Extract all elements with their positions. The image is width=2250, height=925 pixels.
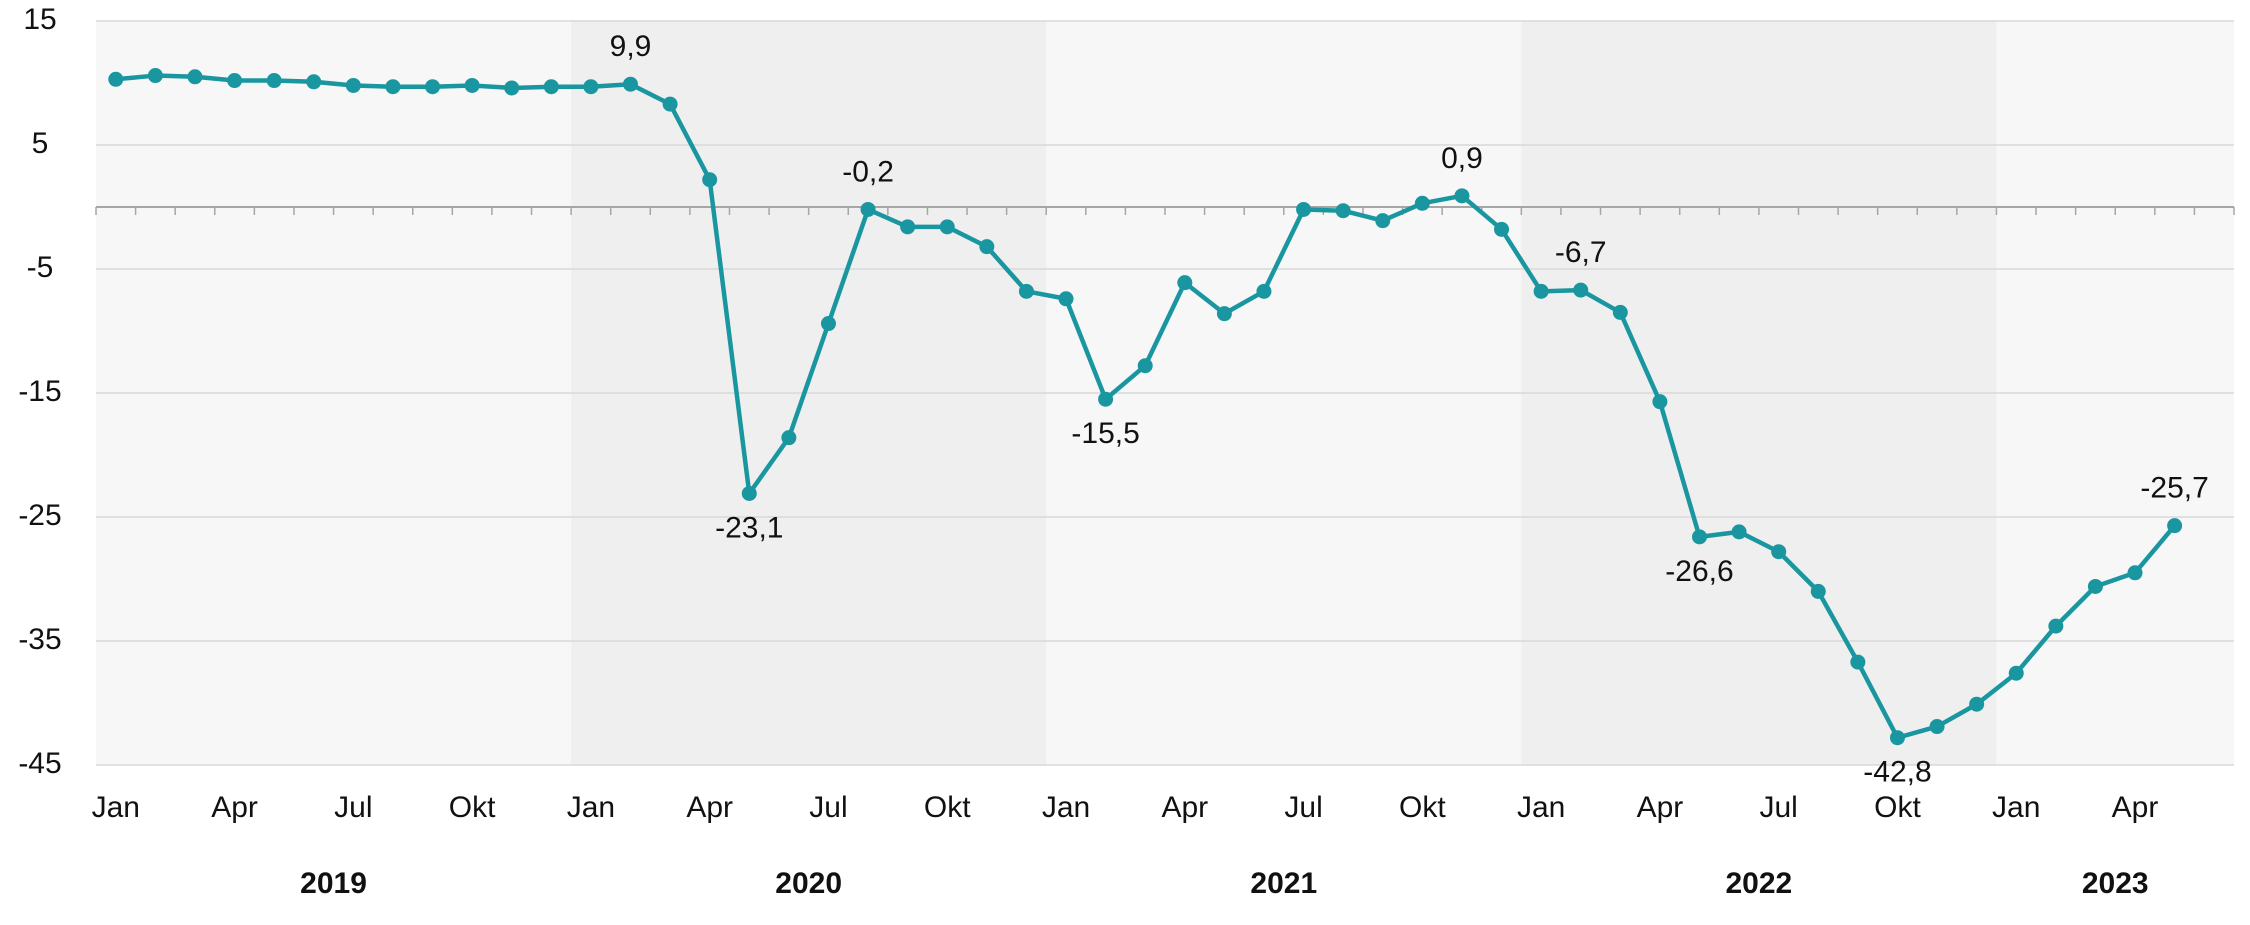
data-point <box>1494 221 1510 237</box>
data-point <box>1256 283 1272 299</box>
year-label: 2019 <box>300 867 367 900</box>
data-label: 9,9 <box>610 30 652 63</box>
data-point <box>1216 306 1232 322</box>
data-point <box>227 73 243 89</box>
year-label: 2021 <box>1250 867 1317 900</box>
data-point <box>1850 654 1866 670</box>
x-tick-label: Okt <box>924 791 971 824</box>
data-point <box>583 79 599 95</box>
data-label: -15,5 <box>1071 417 1139 450</box>
x-tick-label: Okt <box>1874 791 1921 824</box>
data-point <box>1810 583 1826 599</box>
data-label: -42,8 <box>1863 756 1931 789</box>
data-point <box>860 201 876 217</box>
data-point <box>345 77 361 93</box>
data-point <box>464 77 480 93</box>
data-point <box>939 219 955 235</box>
data-point <box>781 430 797 446</box>
data-point <box>1177 275 1193 291</box>
data-point <box>147 68 163 84</box>
data-label: 0,9 <box>1441 142 1483 175</box>
x-tick-label: Apr <box>1161 791 1208 824</box>
data-point <box>543 79 559 95</box>
data-point <box>306 74 322 90</box>
x-tick-label: Jul <box>334 791 372 824</box>
data-label: -25,7 <box>2140 472 2208 505</box>
data-point <box>2167 518 2183 534</box>
data-point <box>2048 618 2064 634</box>
data-point <box>1929 719 1945 735</box>
data-point <box>1018 283 1034 299</box>
x-tick-label: Jan <box>92 791 140 824</box>
x-tick-label: Apr <box>686 791 733 824</box>
data-point <box>108 71 124 87</box>
data-point <box>623 76 638 92</box>
year-label: 2020 <box>775 867 842 900</box>
x-tick-label: Apr <box>2112 791 2159 824</box>
data-point <box>1731 524 1747 540</box>
data-point <box>820 316 836 332</box>
data-point <box>504 80 520 96</box>
data-label: -23,1 <box>715 511 783 544</box>
data-point <box>187 69 203 85</box>
x-tick-label: Jan <box>1042 791 1090 824</box>
data-point <box>1058 291 1074 307</box>
y-tick-label: -15 <box>18 375 61 408</box>
data-point <box>1969 696 1985 712</box>
year-label: 2023 <box>2082 867 2149 900</box>
data-point <box>702 172 718 188</box>
data-point <box>2008 665 2024 681</box>
data-point <box>1098 391 1114 407</box>
data-point <box>1454 188 1470 204</box>
x-tick-label: Apr <box>211 791 258 824</box>
y-tick-label: -5 <box>27 251 54 284</box>
x-tick-label: Jan <box>1992 791 2040 824</box>
x-tick-label: Jan <box>1517 791 1565 824</box>
data-point <box>1573 282 1589 298</box>
data-point <box>741 485 757 501</box>
data-point <box>900 219 916 235</box>
y-tick-label: -45 <box>18 747 61 780</box>
data-point <box>1612 304 1628 320</box>
x-tick-label: Jul <box>1760 791 1798 824</box>
x-tick-label: Apr <box>1637 791 1684 824</box>
data-point <box>1137 358 1153 374</box>
data-point <box>1771 544 1787 560</box>
data-point <box>1296 201 1312 217</box>
data-label: -26,6 <box>1665 555 1733 588</box>
x-tick-label: Okt <box>1399 791 1446 824</box>
year-label: 2022 <box>1726 867 1793 900</box>
data-point <box>1533 283 1549 299</box>
data-point <box>1889 730 1905 746</box>
data-point <box>266 73 282 89</box>
data-point <box>662 96 678 112</box>
data-point <box>2087 578 2103 594</box>
data-point <box>1414 195 1430 211</box>
x-tick-label: Jul <box>809 791 847 824</box>
data-point <box>1335 203 1351 219</box>
data-point <box>385 79 401 95</box>
data-label: -6,7 <box>1555 236 1607 269</box>
x-tick-label: Okt <box>449 791 496 824</box>
data-point <box>1652 394 1668 410</box>
x-tick-label: Jul <box>1284 791 1322 824</box>
data-point <box>2127 565 2143 581</box>
y-tick-label: 5 <box>32 127 49 160</box>
y-tick-label: -35 <box>18 623 61 656</box>
data-point <box>1692 529 1707 545</box>
y-tick-label: 15 <box>23 3 56 36</box>
data-point <box>425 79 441 95</box>
data-point <box>979 239 995 255</box>
data-point <box>1375 213 1391 229</box>
x-tick-label: Jan <box>567 791 615 824</box>
y-tick-label: -25 <box>18 499 61 532</box>
data-label: -0,2 <box>842 155 894 188</box>
